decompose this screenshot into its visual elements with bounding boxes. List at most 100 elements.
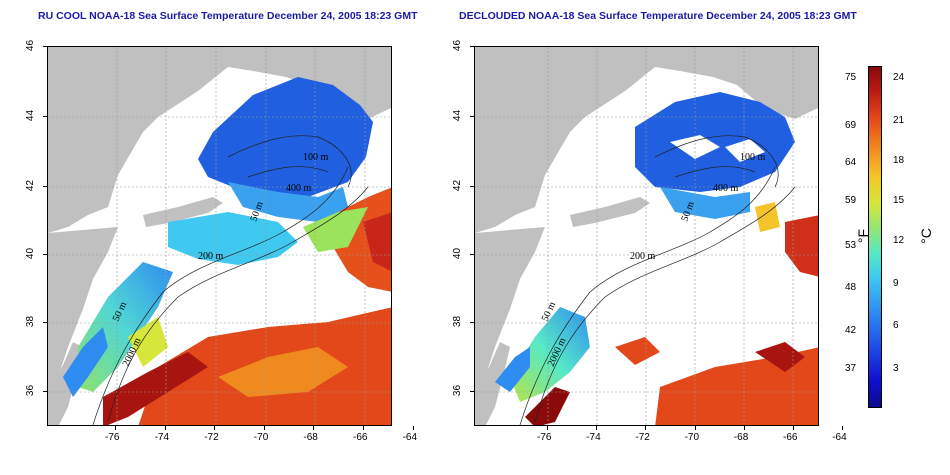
colorbar-fahrenheit-label: 37	[845, 363, 857, 374]
contour-label: 400 m	[713, 183, 739, 194]
x-tick-mark	[645, 426, 647, 430]
land-cape-cod	[143, 197, 223, 227]
sst-shelf-yellow	[128, 317, 168, 367]
contour-label: 100 m	[303, 152, 329, 163]
sst-south-patch	[615, 337, 660, 365]
x-tick-label: -76	[105, 432, 120, 443]
colorbar-celsius-label: 24	[893, 72, 905, 83]
contour-label: 400 m	[286, 183, 312, 194]
colorbar-fahrenheit-label: 53	[845, 240, 857, 251]
x-tick-label: -68	[733, 432, 749, 443]
colorbar-fahrenheit-label: 48	[845, 282, 857, 293]
sst-georges-bank	[660, 187, 750, 219]
y-tick-label: 40	[452, 247, 464, 260]
fahrenheit-unit-label: °F	[855, 228, 872, 244]
x-tick-label: -72	[204, 432, 219, 443]
sst-georges-bank	[228, 182, 348, 222]
x-tick-label: -70	[253, 432, 269, 443]
land-cape-cod	[570, 197, 650, 227]
sst-gulf-stream	[103, 352, 208, 425]
colorbar-celsius-label: 9	[893, 278, 899, 289]
colorbar-fahrenheit-label: 59	[845, 195, 857, 206]
y-tick-label: 46	[25, 39, 37, 52]
y-tick-label: 42	[25, 179, 37, 192]
x-tick-mark	[547, 426, 548, 430]
land-nova-scotia	[750, 57, 818, 95]
right-map-title: DECLOUDED NOAA-18 Sea Surface Temperatur…	[459, 10, 857, 22]
celsius-unit-label: °C	[917, 228, 934, 244]
x-tick-mark	[214, 426, 216, 430]
contour-label: 200 m	[630, 251, 656, 262]
sst-shelf-north	[168, 212, 298, 265]
x-tick-mark	[694, 426, 696, 430]
sst-south-orange	[218, 347, 348, 397]
x-tick-mark	[313, 426, 315, 430]
sst-warm-east-core	[785, 215, 818, 277]
x-tick-label: -74	[586, 432, 601, 443]
temperature-colorbar	[868, 66, 882, 408]
sst-gulf-stream	[525, 387, 570, 425]
x-tick-mark	[412, 426, 414, 430]
colorbar-celsius-label: 6	[893, 320, 899, 331]
colorbar-celsius-label: 18	[893, 155, 905, 166]
sst-nearshore	[63, 327, 108, 397]
y-tick-label: 44	[25, 109, 37, 122]
colorbar-celsius-label: 12	[893, 235, 905, 246]
x-tick-label: -66	[353, 432, 368, 443]
colorbar-fahrenheit-label: 69	[845, 120, 857, 131]
land-north	[475, 47, 818, 233]
y-tick-label: 36	[452, 384, 464, 397]
land-north	[48, 47, 391, 233]
bathymetry-contours	[92, 135, 369, 425]
x-tick-mark	[793, 426, 794, 430]
contour-label: 200 m	[198, 251, 224, 262]
x-tick-label: -66	[783, 432, 798, 443]
sst-mid-atlantic	[78, 262, 173, 392]
x-tick-label: -72	[635, 432, 650, 443]
land-new-jersey	[48, 227, 118, 392]
sst-warm-east-core	[363, 212, 391, 271]
land-delmarva	[475, 342, 510, 425]
x-tick-mark	[164, 426, 166, 430]
x-tick-mark	[363, 426, 364, 430]
colorbar-fahrenheit-label: 75	[845, 72, 857, 83]
land-new-jersey	[475, 227, 545, 392]
sst-nearshore	[495, 347, 530, 392]
x-tick-label: -74	[154, 432, 170, 443]
x-tick-mark	[115, 426, 116, 430]
sst-map-left[interactable]: 100 m 400 m 50 m 200 m 50 m 2000 m	[47, 46, 392, 426]
x-tick-mark	[842, 426, 844, 430]
y-tick-label: 38	[25, 315, 37, 328]
sst-slope-green	[303, 207, 368, 252]
y-tick-label: 42	[452, 179, 464, 192]
sst-slope-yellow	[755, 202, 780, 232]
colorbar-celsius-label: 21	[893, 115, 905, 126]
x-tick-mark	[743, 426, 745, 430]
x-tick-label: -64	[402, 432, 418, 443]
sst-cloud-gap	[725, 139, 765, 162]
sst-map-left-graphic: 100 m 400 m 50 m 200 m 50 m 2000 m	[48, 47, 391, 425]
y-tick-label: 36	[25, 384, 37, 397]
y-tick-label: 40	[25, 247, 37, 260]
colorbar-celsius-label: 3	[893, 363, 899, 374]
colorbar-celsius-label: 15	[893, 195, 905, 206]
x-tick-label: -70	[684, 432, 700, 443]
land-nova-scotia	[323, 57, 391, 95]
map-grid	[475, 47, 818, 425]
bathymetry-contours	[519, 135, 796, 425]
y-tick-label: 38	[452, 315, 464, 328]
y-tick-label: 46	[452, 39, 464, 52]
contour-label: 100 m	[740, 152, 766, 163]
left-map-title: RU COOL NOAA-18 Sea Surface Temperature …	[38, 10, 418, 22]
x-tick-label: -68	[303, 432, 318, 443]
x-tick-mark	[596, 426, 598, 430]
x-tick-label: -64	[832, 432, 847, 443]
colorbar-fahrenheit-label: 42	[845, 325, 857, 336]
x-tick-label: -76	[537, 432, 552, 443]
sst-mid-atlantic	[510, 307, 590, 402]
y-tick-label: 44	[452, 109, 464, 122]
sst-south-dark	[755, 342, 805, 372]
sst-map-right[interactable]: 100 m 400 m 50 m 200 m 50 m 2000 m	[474, 46, 819, 426]
x-tick-mark	[263, 426, 265, 430]
sst-map-right-graphic: 100 m 400 m 50 m 200 m 50 m 2000 m	[475, 47, 818, 425]
